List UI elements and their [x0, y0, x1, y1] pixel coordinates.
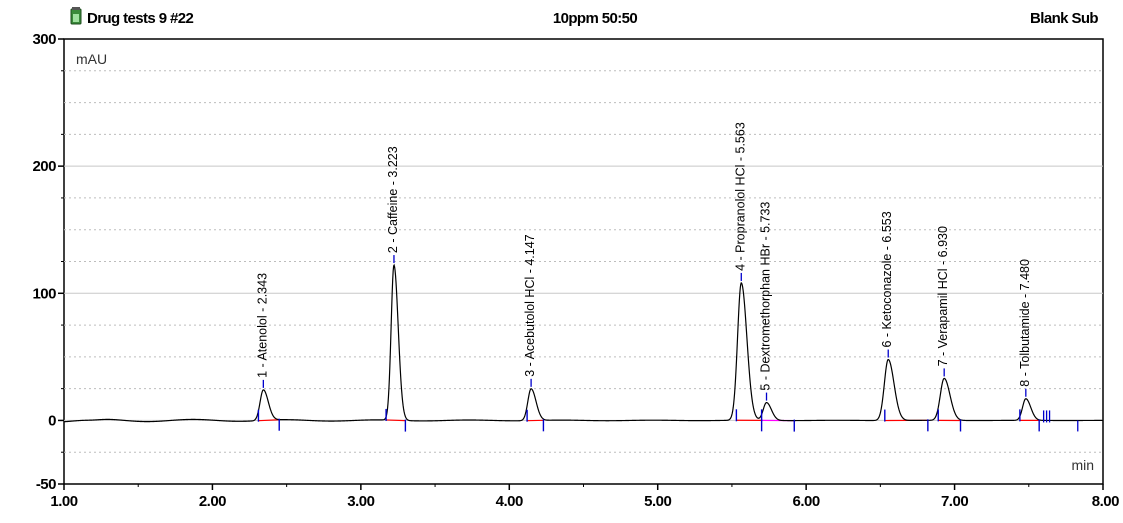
- y-tick-label: -50: [36, 476, 56, 493]
- y-tick-label: 0: [48, 412, 56, 429]
- y-axis: 300 200 100 0 -50: [32, 31, 64, 493]
- x-tick-label: 4.00: [496, 493, 523, 510]
- mode-label: Blank Sub: [1030, 10, 1098, 27]
- x-tick-label: 1.00: [50, 493, 77, 510]
- gridlines: [64, 70, 1103, 453]
- x-tick-label: 5.00: [644, 493, 671, 510]
- peak-label: 6 - Ketoconazole - 6.553: [880, 211, 894, 347]
- peak-baseline: [386, 419, 406, 422]
- peak-label: 1 - Atenolol - 2.343: [255, 273, 269, 378]
- x-axis: 1.00 2.00 3.00 4.00 5.00 6.00 7.00 8.00: [50, 484, 1120, 510]
- vial-icon: [70, 7, 82, 25]
- peak-label: 2 - Caffeine - 3.223: [386, 146, 400, 253]
- peak-label: 7 - Verapamil HCl - 6.930: [936, 226, 950, 366]
- peak-baseline: [258, 419, 280, 422]
- x-tick-label: 6.00: [793, 493, 820, 510]
- method-label: 10ppm 50:50: [553, 10, 638, 27]
- header: Drug tests 9 #22 10ppm 50:50 Blank Sub: [70, 7, 1099, 27]
- x-tick-label: 2.00: [199, 493, 226, 510]
- y-tick-label: 100: [32, 285, 56, 302]
- x-axis-unit: min: [1071, 457, 1094, 473]
- y-axis-unit: mAU: [76, 51, 107, 67]
- peak-label: 3 - Acebutolol HCl - 4.147: [523, 234, 537, 376]
- y-tick-label: 300: [32, 31, 56, 48]
- peak-label: 8 - Tolbutamide - 7.480: [1018, 259, 1032, 387]
- x-tick-label: 7.00: [941, 493, 968, 510]
- peak-markers: [257, 255, 1079, 432]
- y-tick-label: 200: [32, 158, 56, 175]
- x-tick-label: 3.00: [347, 493, 374, 510]
- x-tick-label: 8.00: [1092, 493, 1119, 510]
- peak-labels: 1 - Atenolol - 2.343 2 - Caffeine - 3.223…: [255, 122, 1032, 390]
- chromatogram-trace: [63, 263, 1103, 423]
- peak-label: 5 - Dextromethorphan HBr - 5.733: [759, 202, 773, 391]
- dataset-title: Drug tests 9 #22: [87, 10, 194, 27]
- peak-label: 4 - Propranolol HCl - 5.563: [733, 122, 747, 271]
